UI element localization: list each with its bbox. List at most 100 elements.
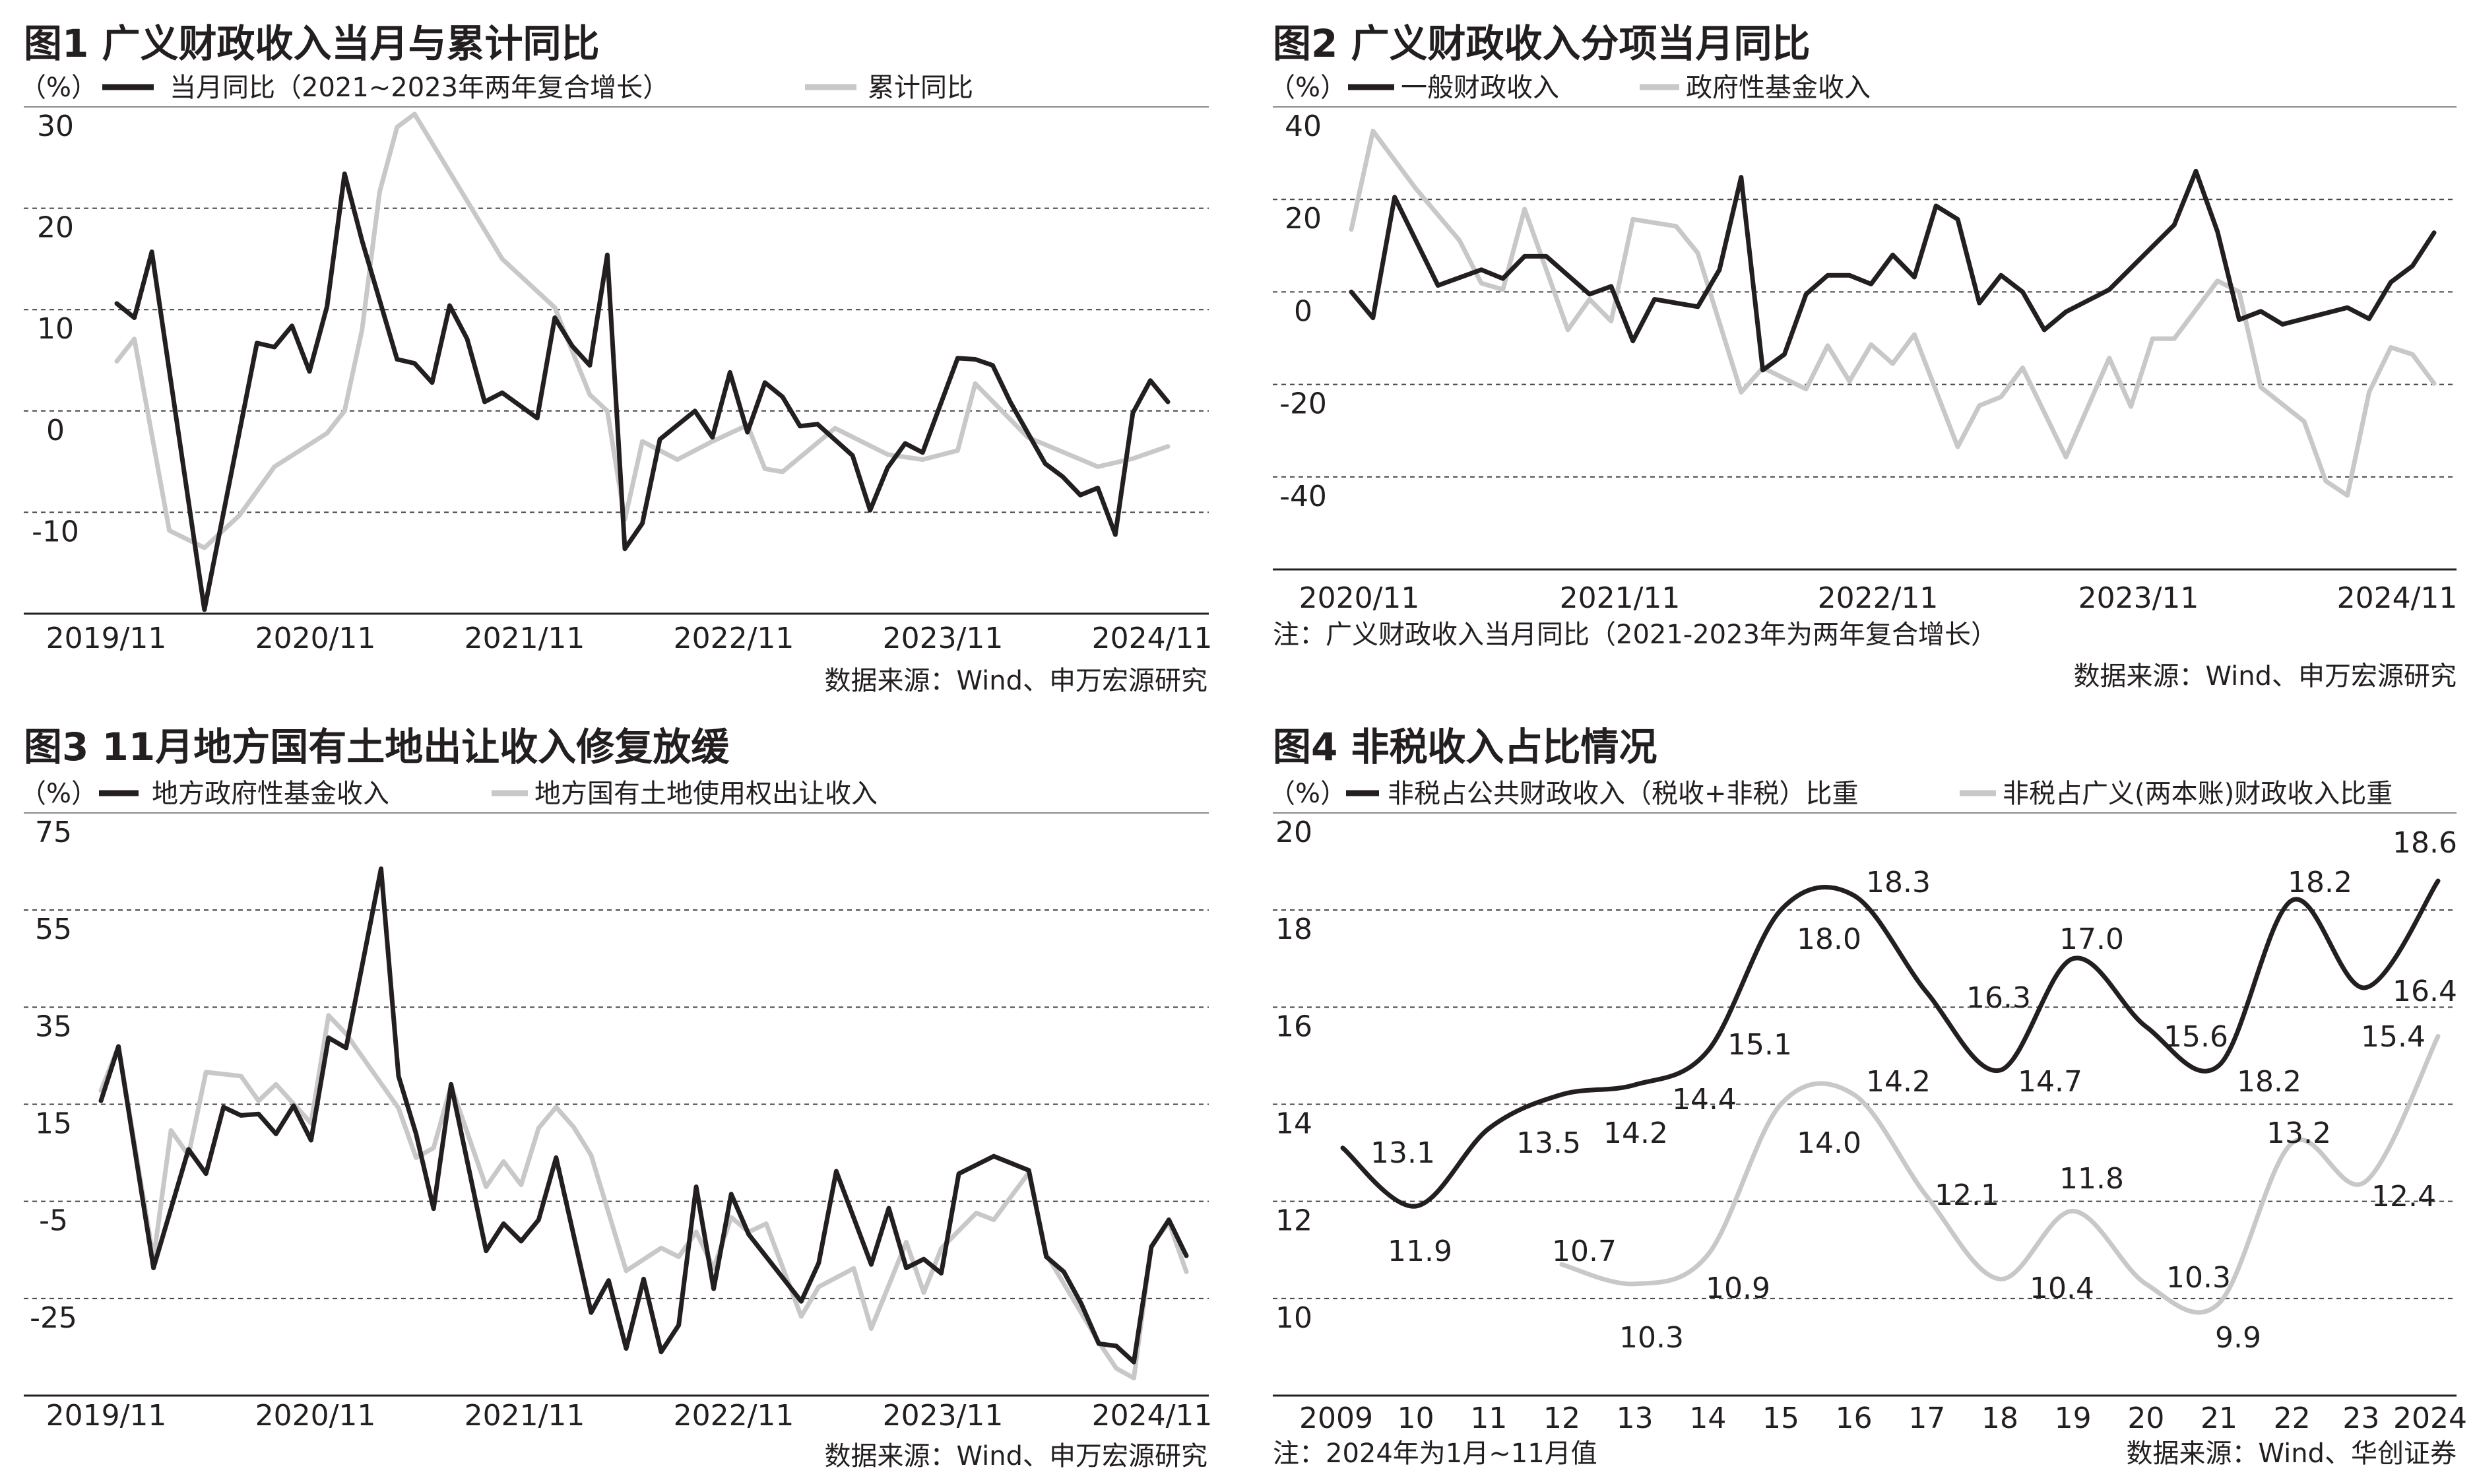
y-tick-label: 20 [1275,816,1312,849]
unit-label: （%） [20,73,98,103]
x-tick-label: 2022/11 [674,622,794,655]
x-tick-label: 2024/11 [1092,1399,1213,1433]
x-tick-label: 2023/11 [2078,581,2199,615]
legend-label: 政府性基金收入 [1686,73,1871,103]
x-tick-label: 10 [1398,1402,1434,1435]
y-tick-label: 10 [37,312,74,346]
unit-label: （%） [1269,779,1347,809]
x-tick-label: 20 [2127,1402,2164,1435]
data-label: 14.2 [1603,1116,1668,1150]
chart-panel-2: 图2 广义财政收入分项当月同比 （%） 一般财政收入 政府性基金收入 注：广义财… [1237,0,2475,706]
data-label: 11.9 [1388,1235,1452,1268]
y-tick-label: 0 [1294,294,1312,328]
y-tick-label: 35 [35,1010,72,1043]
chart-title: 图4 非税收入占比情况 [1273,725,1657,769]
data-label: 17.0 [2059,922,2124,956]
x-tick-label: 18 [1981,1402,2018,1435]
source-note: 数据来源：Wind、华创证券 [2126,1438,2457,1469]
y-tick-label: 16 [1275,1010,1312,1043]
data-label: 14.0 [1797,1126,1861,1160]
x-tick-label: 14 [1689,1402,1726,1435]
y-tick-label: 30 [37,110,74,143]
x-tick-label: 15 [1762,1402,1799,1435]
y-tick-label: 55 [35,913,72,946]
y-tick-label: 40 [1285,110,1322,143]
data-label: 18.6 [2393,826,2457,860]
data-label: 14.4 [1672,1083,1737,1116]
series-line-gray [1559,1033,2441,1315]
data-label: 14.2 [1866,1065,1931,1099]
y-tick-label: 20 [1285,202,1322,236]
data-label: 10.3 [1619,1321,1684,1355]
x-tick-label: 2021/11 [1560,581,1681,615]
y-tick-label: 12 [1275,1204,1312,1238]
chart-title: 图2 广义财政收入分项当月同比 [1273,21,1811,66]
x-tick-label: 2021/11 [465,622,585,655]
x-tick-label: 2024/11 [2337,581,2458,615]
data-label: 13.5 [1516,1126,1581,1160]
y-tick-label: -5 [39,1204,68,1238]
x-tick-label: 16 [1836,1402,1873,1435]
series-line-gray [1349,129,2437,498]
y-tick-label: 10 [1275,1301,1312,1335]
legend-label: 地方政府性基金收入 [152,779,389,809]
series-line-black [1349,168,2437,373]
x-tick-label: 11 [1470,1402,1507,1435]
data-label: 18.2 [2237,1065,2301,1099]
chart-title: 图3 11月地方国有土地出让收入修复放缓 [24,725,730,769]
chart-panel-1: 图1 广义财政收入当月与累计同比 （%） 当月同比（2021~2023年两年复合… [0,0,1237,706]
chart-3: 图3 11月地方国有土地出让收入修复放缓 （%） 地方政府性基金收入 地方国有土… [20,725,1213,1471]
data-label: 16.4 [2393,975,2457,1008]
x-tick-label: 2020/11 [1299,581,1420,615]
x-tick-label: 19 [2055,1402,2092,1435]
y-tick-label: -20 [1279,387,1327,421]
data-label: 10.7 [1552,1235,1617,1268]
chart-title: 图1 广义财政收入当月与累计同比 [24,21,600,66]
data-label: 12.4 [2371,1180,2436,1213]
series-line-black [114,171,1171,612]
data-label: 10.4 [2030,1272,2094,1305]
source-note: 数据来源：Wind、申万宏源研究 [824,1441,1207,1471]
x-tick-label: 2024 [2393,1402,2467,1435]
x-tick-label: 12 [1543,1402,1580,1435]
y-tick-label: -25 [30,1301,77,1335]
y-tick-label: -40 [1279,480,1327,513]
x-tick-label: 2023/11 [883,1399,1004,1433]
y-tick-label: 15 [35,1107,72,1141]
chart-panel-4: 图4 非税收入占比情况 （%） 非税占公共财政收入（税收+非税）比重 非税占广义… [1237,706,2475,1484]
unit-label: （%） [20,779,98,809]
series-line-black [98,866,1189,1365]
x-tick-label: 23 [2342,1402,2379,1435]
y-tick-label: 0 [46,414,65,447]
data-label: 10.9 [1706,1272,1770,1305]
legend-label: 地方国有土地使用权出让收入 [534,779,878,809]
legend-label: 当月同比（2021~2023年两年复合增长） [170,73,669,103]
x-tick-label: 2019/11 [46,622,167,655]
legend-label: 非税占广义(两本账)财政收入比重 [2003,779,2393,809]
source-note: 数据来源：Wind、申万宏源研究 [824,666,1207,696]
x-tick-label: 2022/11 [1818,581,1939,615]
data-label: 13.1 [1370,1136,1435,1170]
x-tick-label: 2024/11 [1092,622,1213,655]
chart-2: 图2 广义财政收入分项当月同比 （%） 一般财政收入 政府性基金收入 注：广义财… [1269,21,2458,692]
x-tick-label: 2019/11 [46,1399,167,1433]
chart-1: 图1 广义财政收入当月与累计同比 （%） 当月同比（2021~2023年两年复合… [20,21,1213,696]
legend-label: 累计同比 [868,73,973,103]
data-label: 11.8 [2059,1162,2124,1196]
series-line-gray [114,112,1171,550]
x-tick-label: 2020/11 [255,1399,376,1433]
chart-note: 注：2024年为1月~11月值 [1273,1438,1597,1469]
data-label: 13.2 [2266,1116,2331,1150]
chart-note: 注：广义财政收入当月同比（2021-2023年为两年复合增长） [1273,620,1997,650]
y-tick-label: 14 [1275,1107,1312,1141]
unit-label: （%） [1269,73,1347,103]
series-line-gray [98,1013,1189,1380]
data-label: 15.6 [2164,1020,2228,1054]
data-label: 18.3 [1866,866,1931,899]
x-tick-label: 2009 [1299,1402,1373,1435]
x-tick-label: 2020/11 [255,622,376,655]
data-label: 18.0 [1797,922,1861,956]
x-tick-label: 13 [1617,1402,1654,1435]
data-label: 14.7 [2018,1065,2082,1099]
data-label: 12.1 [1935,1178,1999,1212]
